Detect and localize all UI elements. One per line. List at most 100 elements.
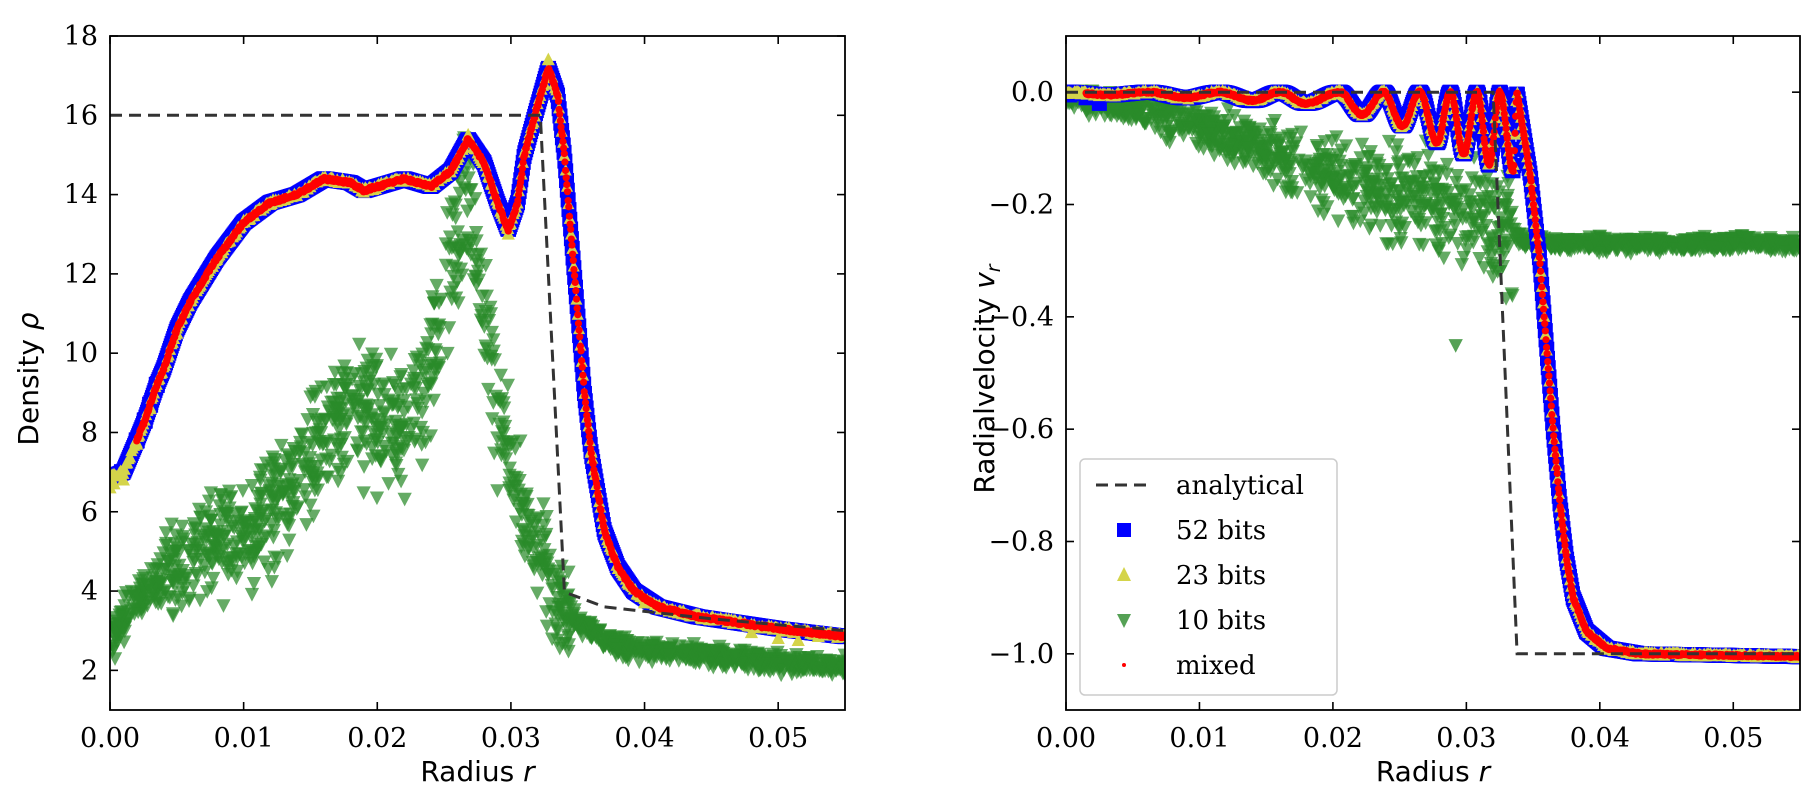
ten-bits-marker	[280, 511, 295, 525]
mixed-marker	[574, 311, 582, 319]
ten-bits-marker	[744, 653, 759, 667]
data-layer	[110, 52, 845, 683]
mixed-marker	[586, 438, 594, 447]
mixed-marker	[570, 265, 578, 274]
y-tick-label: 12	[64, 259, 98, 290]
ten-bits-marker	[168, 544, 184, 559]
ten-bits-marker	[127, 607, 142, 621]
mixed-marker	[593, 483, 601, 491]
y-axis-label-space	[12, 330, 45, 339]
ten-bits-marker	[426, 371, 441, 385]
ten-bits-marker	[479, 342, 494, 356]
ten-bits-marker	[621, 653, 636, 668]
ten-bits-marker	[261, 563, 276, 577]
mixed-marker	[521, 150, 529, 158]
mixed-marker	[579, 378, 588, 386]
mixed-marker	[582, 404, 590, 413]
ten-bits-marker	[352, 383, 368, 398]
twenty-three-bits-marker	[118, 463, 131, 475]
mixed-marker	[572, 287, 580, 295]
ten-bits-marker	[450, 242, 465, 257]
ten-bits-marker	[621, 641, 637, 655]
y-tick-label: −0.2	[988, 190, 1054, 221]
ten-bits-marker	[377, 407, 392, 421]
ten-bits-marker	[617, 630, 632, 645]
ten-bits-marker	[239, 516, 255, 530]
ten-bits-marker	[211, 552, 227, 567]
mixed-marker	[577, 347, 585, 355]
ten-bits-marker	[1454, 185, 1469, 200]
ten-bits-marker	[113, 619, 129, 634]
ten-bits-marker	[198, 505, 214, 520]
ten-bits-marker	[374, 379, 390, 394]
ten-bits-marker	[270, 479, 285, 494]
ten-bits-marker	[110, 630, 122, 645]
ten-bits-marker	[1439, 157, 1455, 172]
ten-bits-marker	[150, 558, 165, 572]
ten-bits-marker	[188, 528, 203, 543]
ten-bits-marker	[270, 490, 285, 505]
x-axis-label-var: r	[523, 755, 536, 788]
mixed-marker	[581, 398, 590, 407]
ten-bits-marker	[610, 642, 625, 657]
x-tick-label: 0.03	[1436, 723, 1496, 754]
ten-bits-marker	[218, 506, 233, 521]
ten-bits-marker	[471, 257, 486, 272]
ten-bits-marker	[279, 480, 294, 495]
ten-bits-marker	[393, 370, 408, 384]
ten-bits-marker	[229, 571, 244, 586]
ten-bits-marker	[536, 497, 551, 512]
ten-bits-marker	[161, 555, 176, 569]
y-tick-label: −0.8	[988, 527, 1054, 558]
mixed-marker	[569, 250, 577, 258]
mixed-marker	[518, 170, 526, 178]
ten-bits-marker	[447, 195, 463, 210]
ten-bits-marker	[116, 635, 132, 650]
ten-bits-marker	[696, 650, 711, 665]
ten-bits-marker	[459, 241, 474, 256]
twenty-three-bits-marker	[791, 633, 805, 647]
ten-bits-marker	[500, 378, 516, 393]
ten-bits-marker	[243, 530, 258, 545]
ten-bits-marker	[391, 467, 406, 482]
ten-bits-marker	[359, 398, 374, 413]
mixed-marker	[514, 197, 522, 205]
x-axis-label: Radius r	[420, 755, 536, 788]
mixed-marker	[578, 357, 586, 365]
ten-bits-marker	[330, 391, 345, 406]
mixed-marker	[570, 272, 579, 280]
ten-bits-marker	[214, 544, 229, 558]
mixed-marker	[556, 117, 565, 125]
y-tick-label: 6	[81, 497, 98, 528]
ten-bits-marker	[201, 494, 217, 509]
ten-bits-marker	[232, 547, 247, 562]
ten-bits-marker	[493, 368, 508, 383]
ten-bits-marker	[537, 543, 552, 557]
y-axis-label: Density ρ	[12, 312, 45, 445]
x-tick-label: 0.03	[481, 723, 541, 754]
ten-bits-marker	[158, 526, 174, 540]
ten-bits-marker	[325, 413, 340, 427]
ten-bits-marker	[708, 646, 723, 660]
x-tick-label: 0.02	[347, 723, 407, 754]
ten-bits-marker	[440, 346, 455, 361]
ten-bits-marker	[468, 192, 483, 206]
ten-bits-marker	[514, 540, 529, 554]
mixed-marker	[563, 188, 572, 196]
mixed-marker	[565, 212, 574, 220]
ten-bits-marker	[314, 412, 329, 427]
mixed-marker	[571, 278, 579, 287]
ten-bits-marker	[298, 490, 313, 504]
mixed-marker	[554, 97, 563, 105]
mixed-marker	[568, 241, 576, 249]
ten-bits-marker	[254, 537, 269, 552]
ten-bits-marker	[444, 292, 459, 307]
ten-bits-marker	[470, 264, 486, 279]
ten-bits-marker	[338, 381, 353, 396]
ten-bits-marker	[175, 564, 190, 578]
ten-bits-marker	[234, 505, 249, 520]
mixed-marker	[563, 180, 571, 189]
ten-bits-marker	[1402, 155, 1417, 170]
ten-bits-marker	[252, 522, 267, 537]
ten-bits-marker	[206, 571, 221, 586]
